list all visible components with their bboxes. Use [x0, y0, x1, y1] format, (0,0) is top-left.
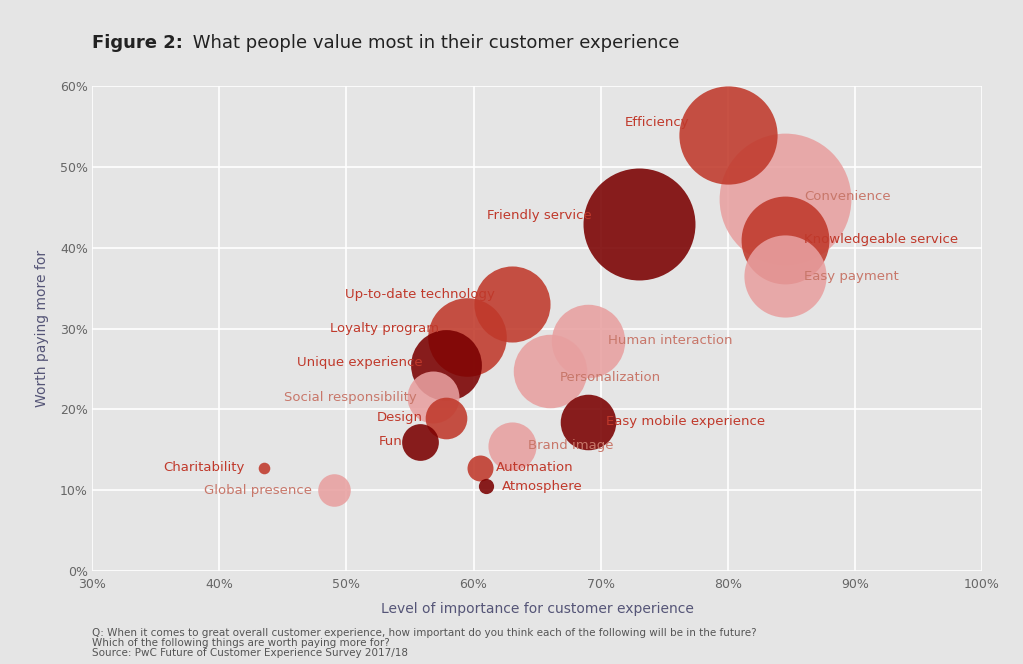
Point — [580, 335, 596, 346]
Text: Which of the following things are worth paying more for?: Which of the following things are worth … — [92, 638, 390, 648]
Point — [580, 416, 596, 427]
Point — [256, 462, 272, 473]
Point — [459, 331, 476, 342]
Text: Design: Design — [376, 411, 422, 424]
Point — [541, 365, 558, 376]
Point — [776, 194, 793, 205]
Text: Unique experience: Unique experience — [297, 356, 422, 369]
Text: Up-to-date technology: Up-to-date technology — [345, 288, 495, 301]
Point — [438, 412, 454, 423]
Text: Q: When it comes to great overall customer experience, how important do you thin: Q: When it comes to great overall custom… — [92, 628, 757, 638]
Text: Convenience: Convenience — [804, 191, 891, 203]
Text: Fun: Fun — [379, 436, 402, 448]
Text: Loyalty program: Loyalty program — [330, 322, 439, 335]
Text: Source: PwC Future of Customer Experience Survey 2017/18: Source: PwC Future of Customer Experienc… — [92, 648, 408, 658]
X-axis label: Level of importance for customer experience: Level of importance for customer experie… — [381, 602, 694, 616]
Y-axis label: Worth paying more for: Worth paying more for — [35, 250, 49, 407]
Point — [425, 392, 441, 402]
Text: Efficiency: Efficiency — [625, 116, 690, 129]
Point — [630, 218, 647, 229]
Point — [776, 234, 793, 245]
Point — [719, 129, 736, 140]
Text: Easy payment: Easy payment — [804, 270, 899, 283]
Text: Global presence: Global presence — [204, 484, 312, 497]
Text: Easy mobile experience: Easy mobile experience — [606, 415, 765, 428]
Text: Charitability: Charitability — [164, 461, 244, 474]
Text: Automation: Automation — [496, 461, 574, 474]
Point — [325, 485, 342, 495]
Point — [438, 360, 454, 371]
Text: Atmosphere: Atmosphere — [501, 479, 582, 493]
Text: Figure 2:: Figure 2: — [92, 35, 183, 52]
Text: Knowledgeable service: Knowledgeable service — [804, 233, 959, 246]
Point — [478, 481, 494, 491]
Point — [412, 436, 429, 447]
Text: Friendly service: Friendly service — [487, 209, 591, 222]
Text: Human interaction: Human interaction — [609, 334, 732, 347]
Point — [503, 440, 520, 451]
Text: Personalization: Personalization — [560, 371, 661, 384]
Text: Social responsibility: Social responsibility — [283, 391, 416, 404]
Point — [472, 462, 488, 473]
Point — [776, 271, 793, 282]
Point — [503, 299, 520, 309]
Text: Brand image: Brand image — [528, 440, 614, 452]
Text: What people value most in their customer experience: What people value most in their customer… — [187, 35, 679, 52]
